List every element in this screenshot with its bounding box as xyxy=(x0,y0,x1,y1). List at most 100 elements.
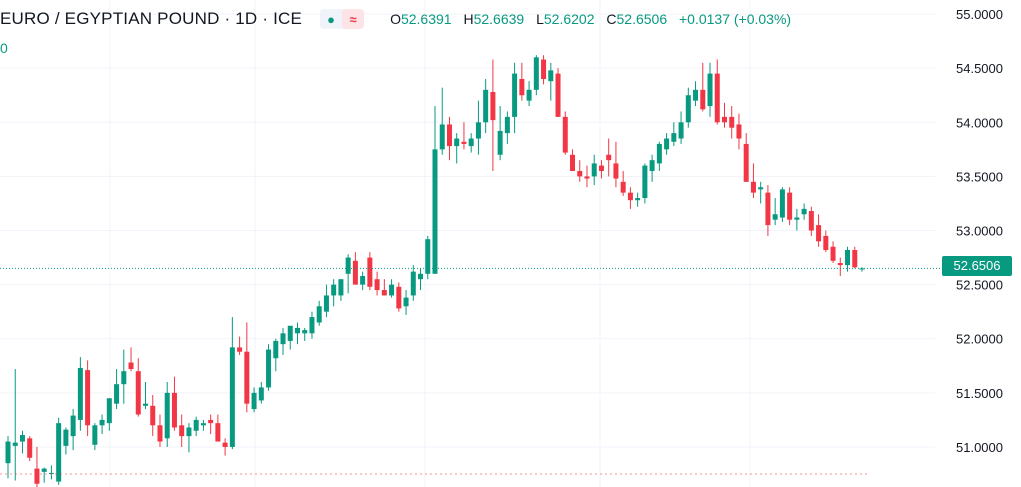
price-axis[interactable]: 55.0000 54.5000 54.0000 53.5000 53.0000 52.50… xyxy=(956,7,1003,455)
candle-body xyxy=(432,149,438,274)
candle-body xyxy=(598,165,604,171)
high-label: H xyxy=(463,11,474,27)
candle-body xyxy=(671,133,677,142)
candle-body xyxy=(222,442,228,447)
candle-body xyxy=(591,163,597,177)
candle-body xyxy=(461,141,467,144)
candle xyxy=(41,467,47,483)
candle xyxy=(77,357,83,431)
candle-body xyxy=(287,325,293,341)
candle-body xyxy=(823,235,829,250)
candle-body xyxy=(143,403,149,406)
candle-body xyxy=(128,362,134,370)
candle-body xyxy=(396,286,402,309)
close-label: C xyxy=(606,11,617,27)
wave-icon[interactable]: ≈ xyxy=(342,9,365,29)
candle xyxy=(121,349,127,404)
candle xyxy=(374,271,380,296)
candle-body xyxy=(99,419,105,426)
candle xyxy=(403,290,409,315)
candle xyxy=(360,271,366,291)
candle xyxy=(208,414,214,434)
candle-body xyxy=(570,154,576,171)
candle-body xyxy=(533,57,539,90)
y-tick-label: 54.5000 xyxy=(956,61,1003,76)
candle xyxy=(418,268,424,291)
candle xyxy=(186,423,192,453)
candle-body xyxy=(200,423,206,426)
candle xyxy=(808,206,814,236)
ohlc-readout: O52.6391 H52.6639 L52.6202 C52.6506 +0.0… xyxy=(390,11,799,27)
candle xyxy=(352,252,358,285)
candle xyxy=(504,111,510,144)
candle xyxy=(244,322,250,413)
candle xyxy=(606,138,612,177)
candle xyxy=(490,59,496,171)
candle xyxy=(215,414,221,442)
candle xyxy=(620,170,626,196)
candle-body xyxy=(266,349,272,388)
candle xyxy=(27,436,33,462)
candle xyxy=(229,317,235,450)
candle xyxy=(309,311,315,339)
candle-body xyxy=(627,192,633,201)
candle xyxy=(649,154,655,182)
close-value: 52.6506 xyxy=(616,11,668,27)
symbol-title[interactable]: EURO / EGYPTIAN POUND · 1D · ICE xyxy=(0,9,303,28)
candle-body xyxy=(179,425,185,437)
candle-body xyxy=(555,73,561,117)
candle xyxy=(200,419,206,431)
candle-body xyxy=(714,73,720,123)
candle-body xyxy=(374,279,380,291)
candle-body xyxy=(483,89,489,123)
candle-body xyxy=(92,425,98,445)
candle xyxy=(685,87,691,128)
candle-body xyxy=(5,441,11,464)
candle xyxy=(736,113,742,150)
candle-body xyxy=(410,271,416,296)
candle xyxy=(251,387,257,413)
candle-body xyxy=(439,124,445,150)
candle xyxy=(671,122,677,147)
candle-body xyxy=(729,116,735,128)
candle xyxy=(816,214,822,247)
candle-body xyxy=(150,405,156,426)
candle-body xyxy=(345,257,351,274)
y-tick-label: 51.5000 xyxy=(956,386,1003,401)
status-pills: ● ≈ xyxy=(320,9,365,29)
candle xyxy=(483,79,489,134)
candle xyxy=(179,414,185,447)
candle xyxy=(475,100,481,155)
candle xyxy=(338,279,344,301)
candle xyxy=(714,59,720,125)
candle-body xyxy=(750,181,756,193)
candle-body xyxy=(446,124,452,147)
market-status-dot-icon[interactable]: ● xyxy=(327,11,335,27)
candle xyxy=(5,436,11,479)
candle-body xyxy=(685,95,691,123)
low-value: 52.6202 xyxy=(543,11,595,27)
y-tick-label: 53.0000 xyxy=(956,224,1003,239)
candle xyxy=(316,300,322,326)
candle xyxy=(584,165,590,188)
candle-body xyxy=(497,130,503,155)
candle-body xyxy=(562,116,568,153)
candle-body xyxy=(649,160,655,171)
candle-body xyxy=(41,468,47,472)
y-tick-label: 51.0000 xyxy=(956,440,1003,455)
candle-body xyxy=(845,249,851,266)
candle-body xyxy=(229,347,235,447)
candle-body xyxy=(389,284,395,296)
candle xyxy=(555,68,561,117)
candle-body xyxy=(381,290,387,296)
indicator-partial-text: 0 xyxy=(0,40,8,56)
candle xyxy=(19,430,25,454)
candle-body xyxy=(475,122,481,139)
candle xyxy=(323,284,329,318)
candle xyxy=(627,187,633,209)
candle-body xyxy=(808,211,814,231)
candle-body xyxy=(280,333,286,345)
candle xyxy=(85,360,91,437)
candle xyxy=(294,322,300,345)
